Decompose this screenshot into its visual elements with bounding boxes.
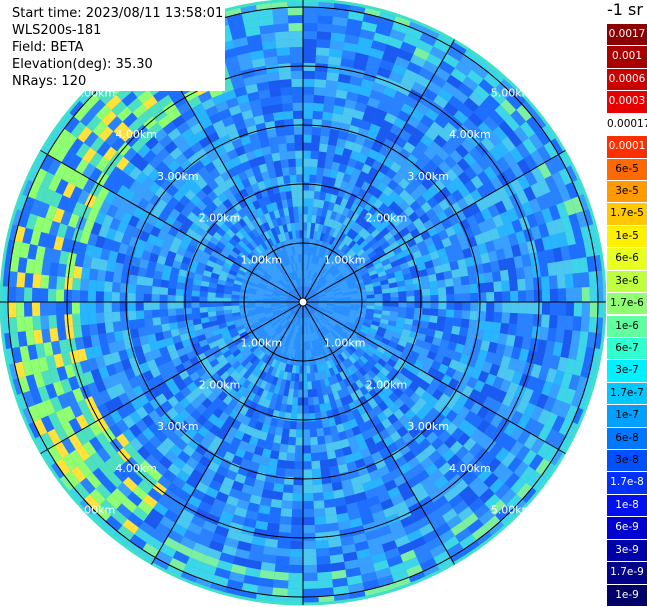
colorbar-unit: -1 sr [607,0,643,19]
range-label: 1.00km [240,253,282,266]
elevation: Elevation(deg): 35.30 [12,57,153,72]
range-label: 2.00km [199,212,241,225]
azimuth-spoke [40,150,304,303]
colorbar-label: 1e-8 [607,493,647,517]
nrays: NRays: 120 [12,74,87,89]
colorbar-label: 6e-8 [607,426,647,450]
range-label: 1.00km [324,337,366,350]
range-label: 4.00km [115,128,157,141]
range-label: 4.00km [449,128,491,141]
colorbar-label: 1.7e-5 [607,202,647,225]
colorbar-label: 3e-6 [607,269,647,293]
colorbar-label: 0.0006 [607,67,647,91]
range-label: 3.00km [157,420,199,433]
colorbar-label: 1.7e-7 [607,381,647,405]
range-label: 5.00km [491,86,533,99]
range-label: 2.00km [199,378,241,391]
azimuth-spoke [302,301,455,565]
colorbar-label: 6e-9 [607,516,647,539]
range-label: 1.00km [324,253,366,266]
azimuth-spoke [151,301,304,565]
colorbar-label: 0.0003 [607,90,647,113]
colorbar-label: 0.001 [607,45,647,68]
range-label: 4.00km [115,462,157,475]
start-time: Start time: 2023/08/11 13:58:01 [12,6,224,21]
range-label: 1.00km [240,337,282,350]
azimuth-spoke [302,39,455,303]
azimuth-spoke [302,150,566,303]
ppi-data-cells [0,0,606,605]
colorbar-label: 1e-5 [607,224,647,248]
colorbar-label: 6e-7 [607,336,647,360]
colorbar-label: 1e-6 [607,314,647,337]
colorbar-label: 1.7e-9 [607,561,647,584]
range-label: 2.00km [366,378,408,391]
colorbar-label: 1.7e-8 [607,471,647,494]
colorbar-label: 1e-9 [607,583,647,606]
colorbar-label: 6e-6 [607,247,647,270]
range-label: 3.00km [407,170,449,183]
azimuth-spoke [302,301,566,454]
range-label: 2.00km [366,212,408,225]
colorbar-label: 6e-5 [607,157,647,180]
range-label: 3.00km [407,420,449,433]
range-label: 5.00km [491,504,533,517]
instrument-name: WLS200s-181 [12,23,102,38]
colorbar-label: 3e-7 [607,359,647,382]
range-labels: 1.00km 2.00km 3.00km 4.00km 5.00km 1.00km 2.00… [74,86,533,516]
colorbar-label: 3e-9 [607,538,647,562]
colorbar-label: 0.00017 [607,112,647,136]
field-name: Field: BETA [12,40,84,55]
azimuth-spoke [40,301,304,454]
colorbar-label: 3e-8 [607,449,647,472]
colorbar-label: 1.7e-6 [607,292,647,315]
colorbar-label: 0.0001 [607,135,647,158]
colorbar-label: 1e-7 [607,404,647,427]
radar-center-marker [298,297,308,307]
range-label: 5.00km [74,504,116,517]
range-label: 3.00km [157,170,199,183]
colorbar-label: 0.0017 [607,23,647,46]
colorbar-label: 3e-5 [607,179,647,203]
ppi-scan-plot: 1.00km 2.00km 3.00km 4.00km 5.00km 1.00km 2.00… [0,0,606,606]
scan-info-box: Start time: 2023/08/11 13:58:01 WLS200s-… [10,4,226,91]
range-label: 4.00km [449,462,491,475]
